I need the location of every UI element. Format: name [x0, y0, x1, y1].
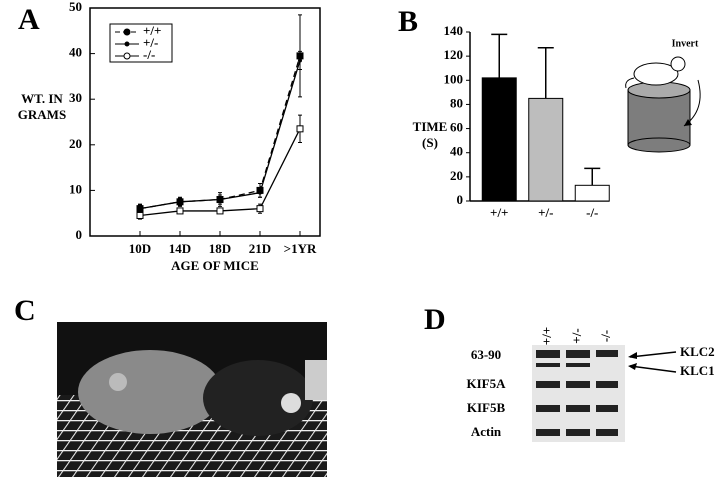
marker: [218, 197, 222, 202]
marker: [176, 207, 184, 215]
y-tick-label: 120: [444, 47, 464, 62]
panel-label: C: [14, 294, 36, 327]
x-tick-label: -/-: [586, 205, 598, 220]
y-tick-label: 0: [76, 227, 83, 242]
row-label: KIF5B: [467, 400, 506, 415]
y-tick-label: 20: [69, 136, 82, 151]
y-tick-label: 50: [69, 0, 82, 14]
panel-label: A: [18, 3, 40, 36]
y-tick-label: 40: [69, 45, 82, 60]
marker: [296, 125, 304, 133]
annotation: Invert: [672, 38, 699, 49]
legend-marker: [123, 28, 131, 36]
x-tick-label: >1YR: [284, 241, 317, 256]
legend-label: +/-: [143, 35, 158, 50]
y-tick-label: 20: [450, 168, 463, 183]
x-axis-label: AGE OF MICE: [171, 258, 259, 273]
error-bar: [491, 33, 508, 78]
row-label: Actin: [471, 424, 502, 439]
error-bar: [537, 46, 554, 99]
band-label: KLC1: [680, 363, 715, 378]
error-bar: [584, 167, 601, 186]
marker: [256, 205, 264, 213]
legend-label: +/+: [143, 23, 161, 38]
y-tick-label: 30: [69, 90, 82, 105]
legend-marker: [124, 41, 130, 47]
y-axis-label: (S): [422, 135, 438, 150]
row-label: KIF5A: [467, 376, 507, 391]
y-axis-label: WT. IN: [21, 91, 63, 106]
y-tick-label: 10: [69, 181, 82, 196]
legend-marker: [123, 52, 131, 60]
y-axis-label: GRAMS: [18, 107, 66, 122]
photo: [57, 322, 327, 477]
bar: [528, 97, 564, 202]
y-tick-label: 80: [450, 95, 463, 110]
y-tick-label: 40: [450, 144, 463, 159]
panel-label: D: [424, 303, 446, 336]
y-axis-label: TIME: [413, 119, 448, 134]
marker: [136, 211, 144, 219]
row-label: 63-90: [471, 347, 501, 362]
lane-label: +/-: [569, 328, 584, 343]
y-tick-label: 140: [444, 23, 464, 38]
panel-label: B: [398, 5, 418, 38]
marker: [216, 207, 224, 215]
y-tick-label: 0: [457, 192, 464, 207]
x-tick-label: 18D: [209, 241, 231, 256]
bar: [574, 184, 610, 202]
blot: +/+ +/- -/- 63-90 KIF5A KIF5B Actin KLC2…: [467, 327, 715, 442]
marker: [178, 199, 182, 204]
marker: [258, 190, 262, 195]
x-tick-label: 21D: [249, 241, 271, 256]
y-tick-label: 100: [444, 71, 464, 86]
band-label: KLC2: [680, 344, 715, 359]
series-line: [139, 60, 301, 210]
plot-frame: [89, 7, 321, 237]
legend-label: -/-: [143, 47, 155, 62]
x-tick-label: 10D: [129, 241, 151, 256]
lane-label: -/-: [598, 330, 613, 342]
x-tick-label: +/-: [538, 205, 553, 220]
marker: [138, 206, 142, 211]
inversion-illustration: [625, 56, 701, 153]
marker: [298, 58, 302, 63]
lane-label: +/+: [539, 327, 554, 345]
series-line: [139, 55, 301, 210]
y-tick-label: 60: [450, 120, 463, 135]
x-tick-label: 14D: [169, 241, 191, 256]
bar: [481, 77, 517, 202]
x-tick-label: +/+: [490, 205, 508, 220]
